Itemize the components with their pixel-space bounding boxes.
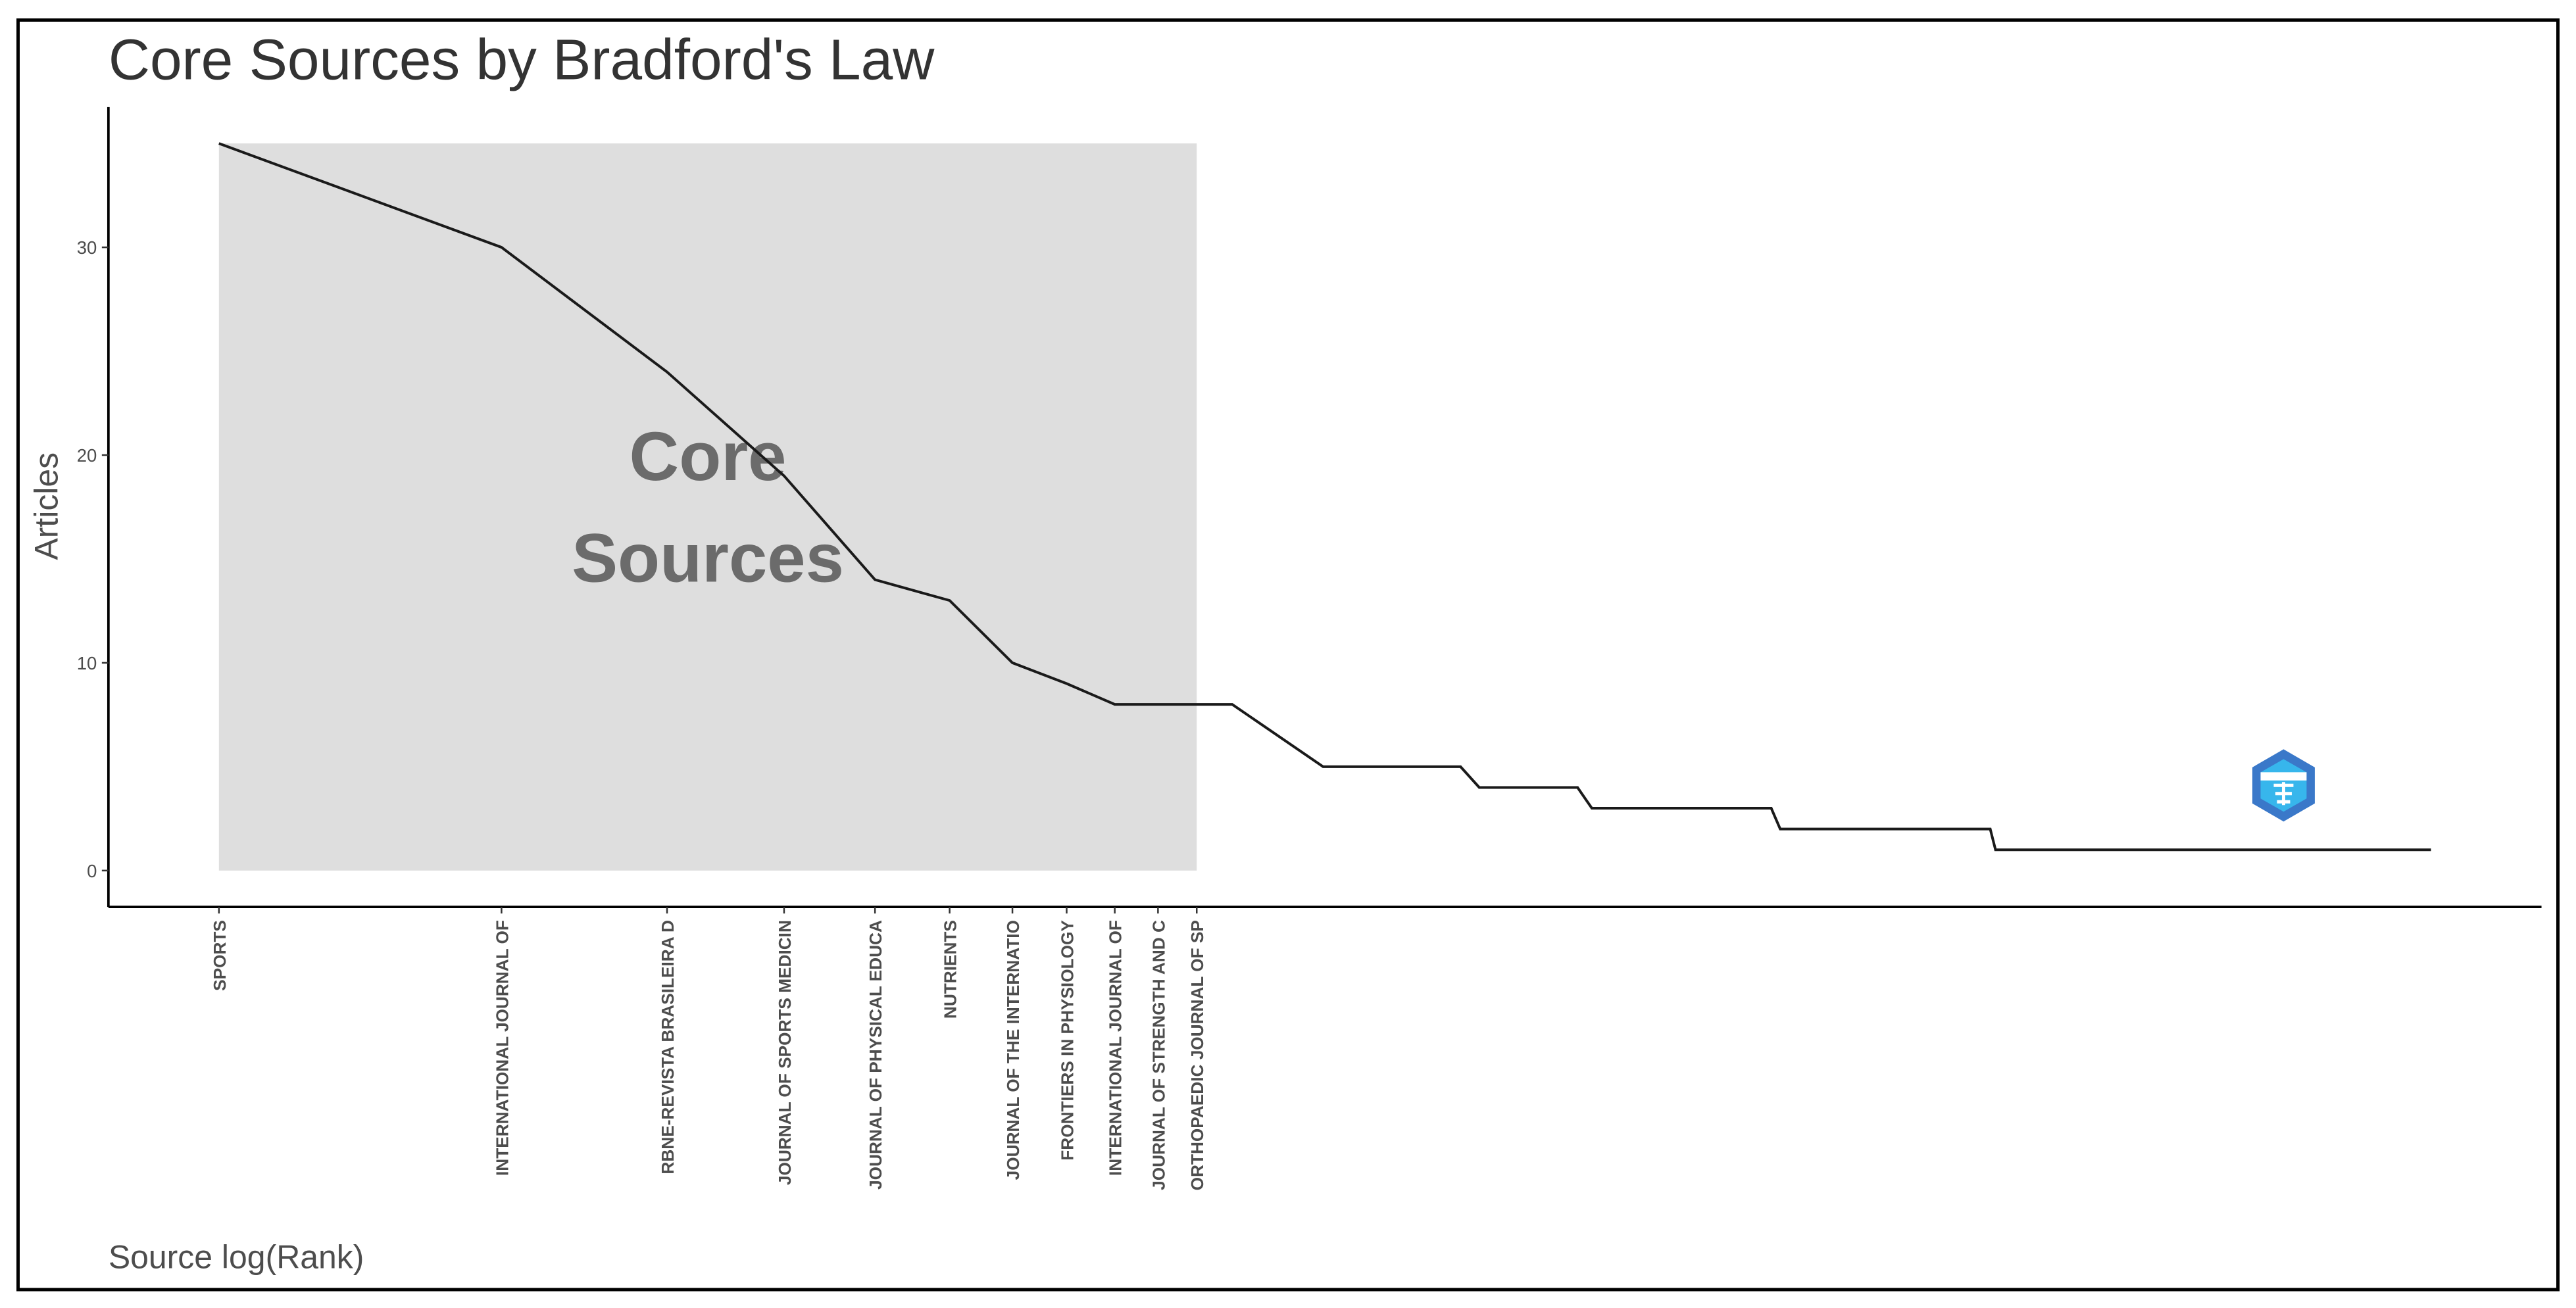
x-tick-label: JOURNAL OF PHYSICAL EDUCA xyxy=(866,920,885,1190)
logo xyxy=(2252,749,2315,822)
frame xyxy=(16,18,2560,1292)
annotation: Sources xyxy=(572,520,844,597)
x-tick-label: NUTRIENTS xyxy=(941,920,960,1019)
x-tick-label: JOURNAL OF SPORTS MEDICIN xyxy=(775,920,795,1185)
logo-band xyxy=(2260,772,2307,781)
x-tick-label: JOURNAL OF THE INTERNATIO xyxy=(1003,920,1023,1180)
y-tick-label: 30 xyxy=(77,237,97,258)
logo-mark xyxy=(2273,782,2294,806)
core-region xyxy=(218,143,1197,871)
data-line xyxy=(218,142,2431,852)
y-tick-label: 0 xyxy=(87,861,97,881)
y-tick-label: 10 xyxy=(77,653,97,673)
chart-title: Core Sources by Bradford's Law xyxy=(109,27,935,91)
x-axis-label: Source log(Rank) xyxy=(109,1239,364,1276)
x-tick-label: SPORTS xyxy=(210,920,230,991)
y-tick-label: 20 xyxy=(77,445,97,466)
x-tick-label: JOURNAL OF STRENGTH AND C xyxy=(1149,920,1168,1190)
x-tick-label: FRONTIERS IN PHYSIOLOGY xyxy=(1057,920,1077,1161)
x-tick-label: INTERNATIONAL JOURNAL OF xyxy=(1106,920,1126,1176)
annotation: Core xyxy=(630,418,787,495)
x-tick-label: ORTHOPAEDIC JOURNAL OF SP xyxy=(1187,920,1207,1190)
y-axis-label: Articles xyxy=(28,452,64,560)
x-tick-label: INTERNATIONAL JOURNAL OF xyxy=(492,920,512,1176)
x-tick-label: RBNE-REVISTA BRASILEIRA D xyxy=(658,920,678,1175)
plot-area: Core Sources 0 10 20 30 SPORTS INTERNATIONAL JO… xyxy=(77,107,2542,1190)
